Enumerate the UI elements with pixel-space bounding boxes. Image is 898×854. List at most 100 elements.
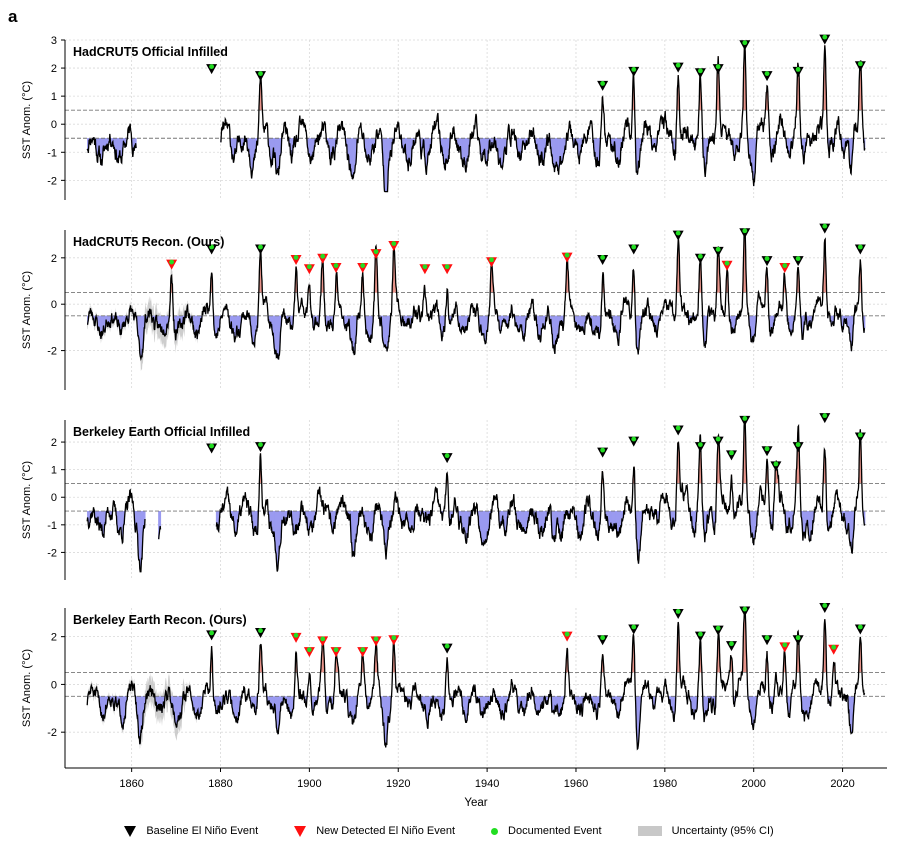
baseline-event-marker bbox=[628, 244, 640, 255]
baseline-event-marker bbox=[694, 68, 706, 79]
new-event-marker bbox=[370, 249, 382, 260]
new-event-marker bbox=[330, 263, 342, 274]
new-event-marker bbox=[303, 264, 315, 275]
baseline-event-marker bbox=[597, 80, 609, 91]
baseline-event-marker bbox=[819, 413, 831, 424]
y-tick-label: 0 bbox=[51, 492, 57, 504]
documented-event-dot bbox=[857, 244, 863, 250]
baseline-event-marker bbox=[819, 34, 831, 45]
documented-event-dot bbox=[258, 442, 263, 448]
new-event-marker bbox=[441, 264, 453, 275]
documented-event-dot bbox=[293, 255, 299, 260]
documented-event-dot bbox=[764, 71, 770, 77]
new-event-marker bbox=[290, 254, 302, 265]
new-event-marker bbox=[388, 241, 400, 252]
baseline-event-marker bbox=[206, 64, 218, 75]
y-tick-label: -2 bbox=[47, 547, 57, 559]
documented-event-dot bbox=[444, 264, 450, 270]
documented-event-dot bbox=[675, 425, 681, 431]
baseline-event-marker bbox=[770, 461, 782, 472]
documented-event-dot bbox=[697, 442, 703, 448]
baseline-event-marker bbox=[441, 453, 453, 464]
panel-title: HadCRUT5 Official Infilled bbox=[73, 45, 228, 59]
documented-event-dot bbox=[729, 450, 734, 456]
y-axis-label: SST Anom. (°C) bbox=[21, 81, 33, 159]
baseline-event-marker bbox=[739, 228, 751, 239]
panel-title: HadCRUT5 Recon. (Ours) bbox=[73, 235, 224, 249]
documented-event-dot bbox=[675, 230, 681, 236]
baseline-event-marker bbox=[597, 254, 609, 265]
documented-event-dot bbox=[209, 64, 215, 69]
documented-event-dot bbox=[320, 253, 326, 259]
documented-event-dot bbox=[795, 256, 801, 262]
panel-title: Berkeley Earth Official Infilled bbox=[73, 425, 250, 439]
documented-event-dot bbox=[697, 253, 703, 259]
y-axis-label: SST Anom. (°C) bbox=[21, 461, 33, 539]
documented-event-dot bbox=[822, 413, 828, 419]
baseline-event-marker bbox=[255, 71, 267, 82]
baseline-event-marker bbox=[761, 446, 773, 457]
baseline-event-marker bbox=[761, 256, 773, 267]
documented-event-dot bbox=[742, 415, 748, 421]
documented-event-dot bbox=[564, 252, 570, 258]
new-event-marker bbox=[779, 263, 791, 274]
documented-event-dot bbox=[600, 447, 606, 453]
documented-event-dot bbox=[857, 61, 863, 67]
documented-event-dot bbox=[764, 256, 770, 262]
documented-event-dot bbox=[742, 40, 748, 46]
baseline-event-marker bbox=[628, 436, 640, 447]
baseline-event-marker bbox=[725, 450, 737, 461]
documented-event-dot bbox=[258, 244, 263, 250]
new-event-marker bbox=[721, 260, 733, 271]
new-event-marker bbox=[561, 252, 573, 263]
documented-event-dot bbox=[715, 64, 721, 69]
series-line bbox=[86, 231, 866, 361]
y-tick-label: 0 bbox=[51, 119, 57, 131]
baseline-event-marker bbox=[694, 253, 706, 264]
y-tick-label: 3 bbox=[51, 35, 57, 47]
baseline-event-marker bbox=[854, 244, 866, 255]
baseline-event-marker bbox=[712, 246, 724, 257]
y-tick-label: 2 bbox=[51, 437, 57, 449]
documented-event-dot bbox=[600, 255, 606, 260]
new-event-marker bbox=[419, 264, 431, 275]
documented-event-dot bbox=[422, 264, 428, 270]
baseline-event-marker bbox=[792, 66, 804, 77]
baseline-event-marker bbox=[255, 244, 267, 255]
series-line bbox=[86, 42, 866, 193]
panel-label: a bbox=[8, 7, 18, 26]
documented-event-dot bbox=[675, 62, 681, 68]
documented-event-dot bbox=[715, 436, 721, 442]
documented-event-dot bbox=[697, 68, 703, 74]
y-tick-label: 2 bbox=[51, 253, 57, 265]
documented-event-dot bbox=[306, 264, 312, 270]
y-tick-label: 2 bbox=[51, 63, 57, 75]
chart-panel-3: -2 -1 0 1 2 SST Anom. (°C) Berkeley Earth Offi… bbox=[21, 413, 887, 580]
baseline-event-marker bbox=[819, 223, 831, 234]
baseline-event-marker bbox=[206, 443, 218, 454]
baseline-event-marker bbox=[854, 61, 866, 72]
documented-event-dot bbox=[391, 241, 397, 246]
y-tick-label: 1 bbox=[51, 91, 57, 103]
chart-panels: -2 -1 0 1 2 3 SST Anom. (°C) HadCRUT5 Official … bbox=[21, 34, 887, 809]
documented-event-dot bbox=[489, 257, 494, 263]
y-tick-label: -1 bbox=[47, 520, 57, 532]
baseline-event-marker bbox=[628, 66, 640, 77]
baseline-event-marker bbox=[597, 447, 609, 458]
documented-event-dot bbox=[373, 249, 379, 255]
documented-event-dot bbox=[773, 461, 779, 467]
y-tick-label: 1 bbox=[51, 465, 57, 477]
baseline-event-marker bbox=[694, 442, 706, 453]
documented-event-dot bbox=[857, 432, 863, 438]
new-event-marker bbox=[317, 253, 329, 264]
y-tick-label: -2 bbox=[47, 346, 57, 358]
documented-event-dot bbox=[631, 244, 637, 250]
documented-event-dot bbox=[258, 71, 263, 77]
new-event-marker bbox=[486, 257, 498, 268]
baseline-event-marker bbox=[792, 256, 804, 267]
chart-panel-2: -2 0 2 SST Anom. (°C) HadCRUT5 Recon. (Ours) bbox=[21, 223, 887, 390]
documented-event-dot bbox=[169, 259, 175, 265]
series-line bbox=[86, 422, 866, 573]
documented-event-dot bbox=[631, 436, 637, 442]
